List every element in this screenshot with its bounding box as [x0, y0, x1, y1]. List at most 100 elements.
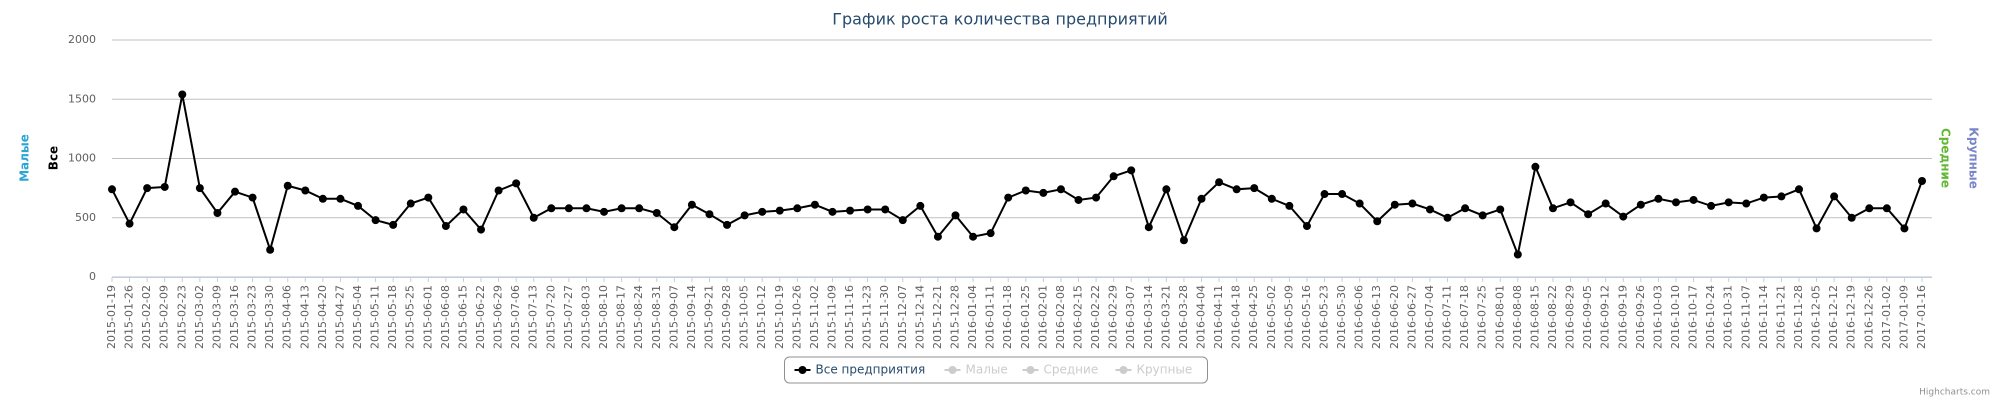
x-tick-label: 2015-05-25 [404, 285, 417, 349]
point [1759, 193, 1768, 202]
x-tick-label: 2017-01-16 [1915, 285, 1928, 349]
point [1443, 213, 1452, 222]
x-tick-label: 2015-05-04 [351, 285, 364, 349]
y-tick-label: 2000 [68, 33, 96, 46]
point [863, 205, 872, 214]
point [1285, 201, 1294, 210]
point [213, 209, 222, 218]
x-tick-label: 2016-08-15 [1528, 285, 1541, 349]
x-tick-label: 2016-02-22 [1089, 285, 1102, 349]
x-tick-label: 2016-06-06 [1353, 285, 1366, 349]
x-tick-label: 2016-01-18 [1001, 285, 1014, 349]
y-axis-title: Средние [1939, 128, 1953, 188]
x-tick-label: 2015-03-02 [193, 285, 206, 349]
point [1373, 217, 1382, 226]
point [1847, 213, 1856, 222]
x-tick-label: 2016-10-31 [1722, 285, 1735, 349]
y-tick-label: 500 [75, 211, 96, 224]
legend-item[interactable]: Малые [966, 363, 1008, 377]
legend-item[interactable]: Средние [1044, 363, 1099, 377]
point [740, 211, 749, 220]
x-tick-label: 2015-07-13 [527, 285, 540, 349]
legend-item[interactable]: Крупные [1137, 363, 1193, 377]
y-tick-label: 1000 [68, 152, 96, 165]
point [1074, 195, 1083, 204]
point [318, 194, 327, 203]
x-tick-label: 2015-12-28 [948, 285, 961, 349]
x-tick-label: 2017-01-09 [1897, 285, 1910, 349]
point [1724, 198, 1733, 207]
x-tick-label: 2016-01-11 [984, 285, 997, 349]
point [1320, 190, 1329, 199]
x-tick-label: 2016-08-08 [1511, 285, 1524, 349]
x-tick-label: 2015-08-17 [615, 285, 628, 349]
point [1601, 199, 1610, 208]
x-tick-label: 2016-06-20 [1388, 285, 1401, 349]
x-tick-label: 2016-08-22 [1546, 285, 1559, 349]
point [564, 204, 573, 213]
x-tick-label: 2016-12-05 [1810, 285, 1823, 349]
point [1777, 192, 1786, 201]
x-tick-label: 2016-02-15 [1072, 285, 1085, 349]
x-tick-label: 2015-03-23 [246, 285, 259, 349]
x-tick-label: 2016-10-17 [1687, 285, 1700, 349]
point [1531, 162, 1540, 171]
point [951, 211, 960, 220]
x-tick-label: 2016-12-26 [1862, 285, 1875, 349]
x-tick-label: 2015-12-21 [931, 285, 944, 349]
point [1004, 193, 1013, 202]
point [1812, 224, 1821, 233]
point [1267, 194, 1276, 203]
x-tick-label: 2015-11-09 [825, 285, 838, 349]
x-tick-label: 2016-07-11 [1441, 285, 1454, 349]
x-tick-label: 2015-06-22 [474, 285, 487, 349]
point [670, 223, 679, 232]
x-tick-label: 2015-03-16 [228, 285, 241, 349]
point [1830, 192, 1839, 201]
x-tick-label: 2015-11-02 [808, 285, 821, 349]
x-tick-label: 2015-09-14 [685, 285, 698, 349]
legend-symbol [948, 366, 957, 374]
x-tick-label: 2016-02-01 [1036, 285, 1049, 349]
point [1742, 199, 1751, 208]
point [1144, 223, 1153, 232]
x-tick-label: 2015-07-06 [509, 285, 522, 349]
point [758, 207, 767, 216]
point [459, 205, 468, 214]
point [1689, 195, 1698, 204]
legend-item[interactable]: Все предприятия [816, 363, 926, 377]
x-tick-label: 2015-04-27 [333, 285, 346, 349]
x-tick-label: 2016-05-09 [1282, 285, 1295, 349]
point [1707, 201, 1716, 210]
point [1390, 200, 1399, 209]
point [1197, 194, 1206, 203]
x-tick-label: 2015-09-28 [720, 285, 733, 349]
x-tick-label: 2015-10-19 [773, 285, 786, 349]
credits[interactable]: Highcharts.com [1919, 388, 1990, 398]
x-tick-label: 2015-09-07 [667, 285, 680, 349]
x-tick-label: 2016-09-19 [1616, 285, 1629, 349]
x-tick-label: 2016-05-02 [1265, 285, 1278, 349]
legend-symbol [1119, 366, 1128, 374]
x-tick-label: 2016-09-26 [1634, 285, 1647, 349]
x-tick-label: 2015-12-07 [896, 285, 909, 349]
x-tick-label: 2015-01-26 [123, 285, 136, 349]
point [1654, 194, 1663, 203]
x-tick-label: 2016-07-04 [1423, 285, 1436, 349]
point [881, 205, 890, 214]
point [652, 209, 661, 218]
x-tick-label: 2015-10-05 [738, 285, 751, 349]
point [933, 232, 942, 241]
x-tick-label: 2015-08-03 [579, 285, 592, 349]
x-tick-label: 2015-10-26 [790, 285, 803, 349]
point [1039, 188, 1048, 197]
point [1162, 185, 1171, 194]
x-tick-label: 2016-04-04 [1195, 285, 1208, 349]
x-tick-label: 2016-10-24 [1704, 285, 1717, 349]
point [477, 225, 486, 234]
x-tick-label: 2015-08-24 [632, 285, 645, 349]
point [108, 185, 116, 194]
y-axis-title: Все [47, 146, 61, 170]
point [1636, 200, 1645, 209]
point [775, 206, 784, 215]
